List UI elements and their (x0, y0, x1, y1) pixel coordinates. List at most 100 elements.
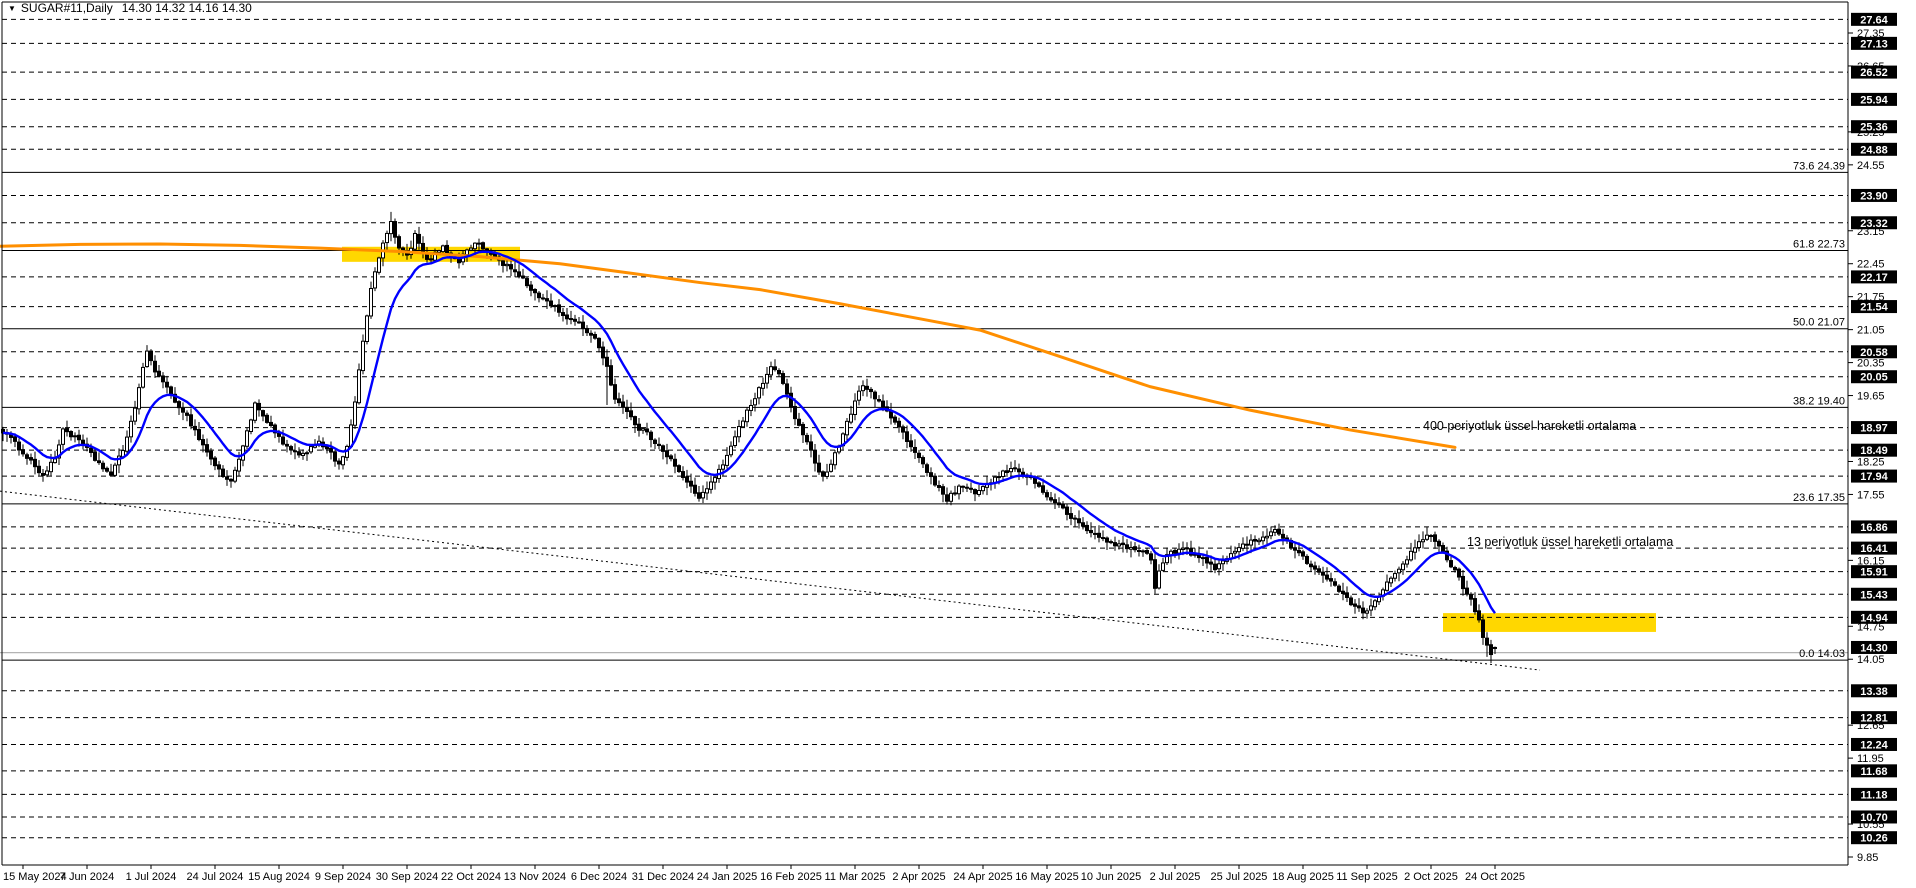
candle-down (1053, 499, 1057, 504)
candle-down (173, 393, 177, 403)
date-label[interactable]: 22 Oct 2024 (441, 871, 501, 883)
ema13-line[interactable] (2, 250, 1496, 614)
candle-down (1209, 561, 1213, 565)
candle-down (965, 486, 969, 489)
candle-up (357, 369, 361, 404)
candle-down (201, 439, 205, 446)
price-level-badge (1851, 831, 1897, 845)
price-level-badge (1851, 443, 1897, 457)
date-label[interactable]: 10 Jun 2025 (1081, 871, 1142, 883)
candle-down (813, 450, 817, 464)
candle-down (181, 407, 185, 413)
candle-up (857, 390, 861, 401)
candle-up (1245, 543, 1249, 546)
date-label[interactable]: 11 Sep 2025 (1336, 871, 1398, 883)
candle-down (545, 298, 549, 302)
date-label[interactable]: 24 Jul 2024 (187, 871, 244, 883)
candle-down (517, 271, 521, 277)
candle-down (501, 260, 505, 266)
date-label[interactable]: 2 Oct 2025 (1404, 871, 1458, 883)
candle-up (473, 242, 477, 250)
candle-down (621, 401, 625, 407)
candle-up (369, 288, 373, 317)
ema400-line[interactable] (0, 242, 1457, 449)
candle-down (909, 440, 913, 448)
candle-up (1117, 543, 1121, 547)
candle-down (273, 424, 277, 434)
candle-up (997, 476, 1001, 479)
date-label[interactable]: 15 May 2024 (3, 871, 67, 883)
candle-up (1385, 581, 1389, 591)
descending-trendline[interactable] (0, 490, 1541, 671)
price-badge-label: 16.41 (1860, 543, 1888, 555)
candle-down (481, 242, 485, 250)
candle-down (665, 450, 669, 458)
candle-up (389, 221, 393, 235)
candle-down (37, 465, 41, 474)
candle-up (145, 350, 149, 368)
date-label[interactable]: 9 Sep 2024 (315, 871, 371, 883)
candle-up (133, 407, 137, 422)
candle-down (961, 485, 965, 488)
candle-up (437, 250, 441, 254)
date-label[interactable]: 2 Apr 2025 (892, 871, 945, 883)
price-level-badge (1851, 587, 1897, 601)
date-label[interactable]: 25 Jul 2025 (1211, 871, 1268, 883)
candle-down (1485, 637, 1489, 646)
price-badge-label: 10.26 (1860, 833, 1888, 845)
candle-up (385, 232, 389, 244)
candle-down (265, 414, 269, 423)
candle-up (1257, 539, 1261, 543)
date-label[interactable]: 31 Dec 2024 (632, 871, 694, 883)
candle-down (865, 385, 869, 390)
date-label[interactable]: 16 May 2025 (1015, 871, 1079, 883)
candle-up (129, 420, 133, 438)
date-label[interactable]: 7 Jun 2024 (60, 871, 114, 883)
date-label[interactable]: 18 Aug 2025 (1272, 871, 1334, 883)
date-label[interactable]: 24 Jan 2025 (697, 871, 758, 883)
candle-down (1185, 547, 1189, 550)
candle-up (741, 420, 745, 428)
price-level-badge (1851, 541, 1897, 555)
candle-up (1393, 573, 1397, 579)
price-badge-label: 20.58 (1860, 347, 1888, 359)
candle-down (1013, 467, 1017, 470)
candle-up (49, 461, 53, 473)
price-badge-label: 12.81 (1860, 713, 1888, 725)
candle-down (881, 400, 885, 408)
price-badge-label: 11.18 (1861, 789, 1888, 801)
date-label[interactable]: 2 Jul 2025 (1150, 871, 1201, 883)
date-label[interactable]: 15 Aug 2024 (248, 871, 310, 883)
candle-down (77, 434, 81, 441)
candle-down (1433, 534, 1437, 542)
candle-up (1009, 468, 1013, 473)
date-label[interactable]: 1 Jul 2024 (126, 871, 177, 883)
candle-down (577, 321, 581, 324)
date-label[interactable]: 6 Dec 2024 (571, 871, 627, 883)
date-label[interactable]: 24 Apr 2025 (953, 871, 1012, 883)
candle-down (477, 242, 481, 245)
price-level-badge (1851, 764, 1897, 778)
date-label[interactable]: 13 Nov 2024 (504, 871, 566, 883)
candle-down (525, 278, 529, 287)
candle-down (93, 451, 97, 461)
date-label[interactable]: 30 Sep 2024 (376, 871, 438, 883)
candle-up (733, 436, 737, 447)
candle-up (469, 247, 473, 251)
candle-down (581, 321, 585, 329)
candle-down (1137, 549, 1141, 552)
date-label[interactable]: 16 Feb 2025 (760, 871, 822, 883)
candle-down (189, 414, 193, 427)
date-label[interactable]: 11 Mar 2025 (825, 871, 886, 883)
ema400-label: 400 periyotluk üssel hareketli ortalama (1423, 419, 1636, 433)
date-label[interactable]: 24 Oct 2025 (1465, 871, 1525, 883)
candle-up (73, 435, 77, 438)
candle-down (673, 458, 677, 467)
price-level-badge (1851, 565, 1897, 579)
chevron-down-icon[interactable]: ▼ (8, 4, 16, 13)
candle-down (1133, 546, 1137, 551)
candle-up (1401, 563, 1405, 571)
candle-up (977, 490, 981, 495)
